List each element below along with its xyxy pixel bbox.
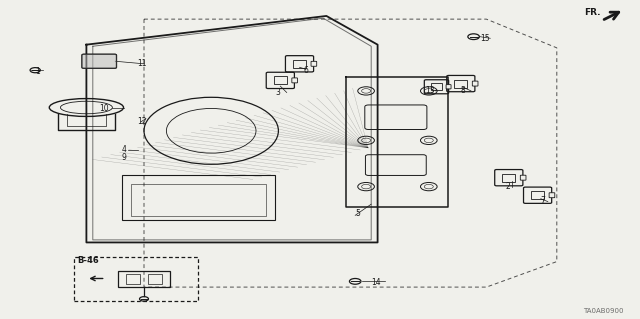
Bar xyxy=(122,175,275,220)
Bar xyxy=(431,84,442,90)
Text: 6: 6 xyxy=(304,66,309,75)
FancyBboxPatch shape xyxy=(472,81,478,86)
Bar xyxy=(118,271,170,287)
Bar xyxy=(74,257,198,301)
Text: 8: 8 xyxy=(461,86,465,95)
Bar xyxy=(454,80,467,87)
FancyBboxPatch shape xyxy=(520,175,526,180)
Text: 2: 2 xyxy=(506,182,510,191)
FancyBboxPatch shape xyxy=(82,54,116,68)
Bar xyxy=(274,77,287,84)
Text: 13: 13 xyxy=(426,86,435,95)
Text: TA0AB0900: TA0AB0900 xyxy=(584,308,624,314)
Text: 4: 4 xyxy=(122,145,127,154)
Text: 5: 5 xyxy=(355,209,360,218)
Bar xyxy=(531,191,544,199)
Text: 15: 15 xyxy=(480,34,490,43)
Text: B-46: B-46 xyxy=(77,256,99,265)
Text: 1: 1 xyxy=(35,67,40,76)
Bar xyxy=(502,174,515,182)
Text: 11: 11 xyxy=(138,59,147,68)
Text: FR.: FR. xyxy=(584,8,600,17)
FancyBboxPatch shape xyxy=(311,61,317,66)
FancyBboxPatch shape xyxy=(446,85,451,89)
Bar xyxy=(148,274,163,284)
Bar xyxy=(293,60,306,68)
Text: 10: 10 xyxy=(99,104,109,113)
Text: 14: 14 xyxy=(371,278,381,287)
Text: 9: 9 xyxy=(122,153,127,162)
FancyBboxPatch shape xyxy=(549,193,555,198)
Text: 3: 3 xyxy=(275,88,280,97)
Text: 7: 7 xyxy=(541,197,546,205)
Bar xyxy=(131,184,266,216)
Text: 12: 12 xyxy=(138,117,147,126)
Bar xyxy=(125,274,140,284)
FancyBboxPatch shape xyxy=(292,78,298,83)
